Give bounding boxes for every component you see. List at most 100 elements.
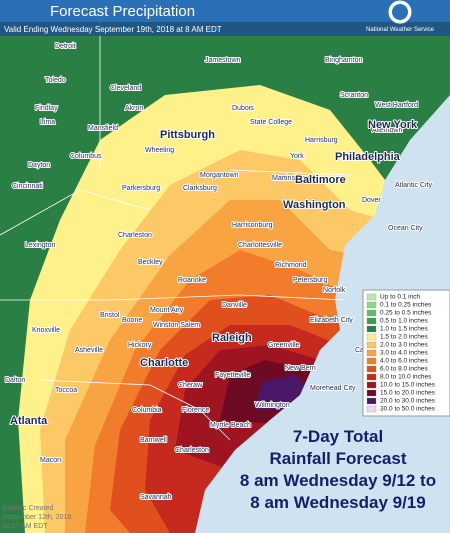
city-label: Baltimore <box>295 174 346 186</box>
city-label: Cleveland <box>110 85 141 92</box>
legend-label: 4.0 to 6.0 inches <box>380 358 428 365</box>
legend-label: 0.25 to 0.5 inches <box>380 310 432 317</box>
city-label: Raleigh <box>212 332 252 344</box>
city-label: Knoxville <box>32 327 60 334</box>
city-label: New Bern <box>285 365 316 372</box>
footer-line: September 12th, 2018 <box>2 514 71 521</box>
legend-label: 10.0 to 15.0 inches <box>380 382 436 389</box>
legend-swatch <box>366 309 377 317</box>
city-label: Atlanta <box>10 415 48 427</box>
legend-label: 30.0 to 50.0 inches <box>380 406 436 413</box>
caption-line: 8 am Wednesday 9/19 <box>250 493 425 512</box>
city-label: Charlottesville <box>238 242 282 249</box>
city-label: Dayton <box>28 162 50 169</box>
city-label: Cincinnati <box>12 183 43 190</box>
title: Forecast Precipitation <box>50 3 195 20</box>
city-label: Florence <box>182 407 209 414</box>
city-label: York <box>290 153 304 160</box>
city-label: Mount Airy <box>150 307 184 314</box>
legend-label: 2.0 to 3.0 inches <box>380 342 428 349</box>
legend-swatch <box>366 349 377 357</box>
city-label: Winston Salem <box>153 322 200 329</box>
legend-label: 0.1 to 0.25 inches <box>380 302 432 309</box>
caption-line: 8 am Wednesday 9/12 to <box>240 471 436 490</box>
city-label: Richmond <box>275 262 307 269</box>
footer-line: 10:37 AM EDT <box>2 523 48 530</box>
city-label: Wheeling <box>145 147 174 154</box>
valid-bar <box>0 22 450 36</box>
city-label: Jamestown <box>205 57 241 64</box>
city-label: State College <box>250 119 292 126</box>
city-label: Toccoa <box>55 387 77 394</box>
legend-swatch <box>366 317 377 325</box>
city-label: Ocean City <box>388 225 423 232</box>
city-label: Boone <box>122 317 142 324</box>
valid-time: Valid Ending Wednesday September 19th, 2… <box>4 25 222 34</box>
legend-swatch <box>366 389 377 397</box>
city-label: Columbia <box>132 407 162 414</box>
city-label: Washington <box>283 199 346 211</box>
legend-label: Up to 0.1 inch <box>380 294 420 301</box>
city-label: Detroit <box>55 43 76 50</box>
legend-swatch <box>366 293 377 301</box>
city-label: Harrisburg <box>305 137 338 144</box>
title-bar <box>0 0 450 22</box>
nws-logo-inner <box>392 4 408 20</box>
legend-swatch <box>366 301 377 309</box>
legend-swatch <box>366 405 377 413</box>
city-label: Roanoke <box>178 277 206 284</box>
city-label: Harrisonburg <box>232 222 273 229</box>
legend-swatch <box>366 333 377 341</box>
city-label: Asheville <box>75 347 103 354</box>
footer-line: Graphic Created <box>2 505 53 512</box>
legend-swatch <box>366 365 377 373</box>
city-label: Akron <box>125 105 143 112</box>
city-label: Mansfield <box>88 125 118 132</box>
city-label: Dover <box>362 197 381 204</box>
legend-swatch <box>366 373 377 381</box>
city-label: Scranton <box>340 92 368 99</box>
legend-label: 1.5 to 2.0 inches <box>380 334 428 341</box>
city-label: Savannah <box>140 494 172 501</box>
city-label: Morgantown <box>200 172 239 179</box>
city-label: Fayetteville <box>215 372 251 379</box>
city-label: Norfolk <box>323 287 346 294</box>
city-label: Lima <box>40 119 55 126</box>
legend-swatch <box>366 397 377 405</box>
city-label: Atlantic City <box>395 182 432 189</box>
state-borders <box>0 20 351 441</box>
city-label: Myrtle Beach <box>210 422 251 429</box>
city-label: Charleston <box>118 232 152 239</box>
city-label: Dubois <box>232 105 254 112</box>
city-label: Danville <box>222 302 247 309</box>
city-label: Petersburg <box>293 277 327 284</box>
legend-label: 3.0 to 4.0 inches <box>380 350 428 357</box>
city-label: Lexington <box>25 242 55 249</box>
legend-box <box>362 289 450 417</box>
city-label: Allentown <box>372 127 402 134</box>
city-label: Findlay <box>35 105 58 112</box>
legend-swatch <box>366 357 377 365</box>
city-label: Wilmington <box>255 402 290 409</box>
city-label: Philadelphia <box>335 151 401 163</box>
city-label: Greenville <box>268 342 300 349</box>
city-label: West Hartford <box>375 102 418 109</box>
legend-label: 1.0 to 1.5 inches <box>380 326 428 333</box>
city-label: Barnwell <box>140 437 167 444</box>
city-label: Parkersburg <box>122 185 160 192</box>
agency: National Weather Service <box>366 27 435 33</box>
legend-label: 6.0 to 8.0 inches <box>380 366 428 373</box>
legend-swatch <box>366 325 377 333</box>
city-label: Beckley <box>138 259 163 266</box>
city-label: Charleston <box>175 447 209 454</box>
city-label: Dalton <box>5 377 25 384</box>
city-label: Morehead City <box>310 385 356 392</box>
caption-line: Rainfall Forecast <box>270 449 407 468</box>
city-label: Columbus <box>70 153 102 160</box>
city-label: Elizabeth City <box>310 317 353 324</box>
legend-swatch <box>366 341 377 349</box>
city-label: Bristol <box>100 312 120 319</box>
city-label: Hickory <box>128 342 152 349</box>
legend-label: 0.5 to 1.0 inches <box>380 318 428 325</box>
